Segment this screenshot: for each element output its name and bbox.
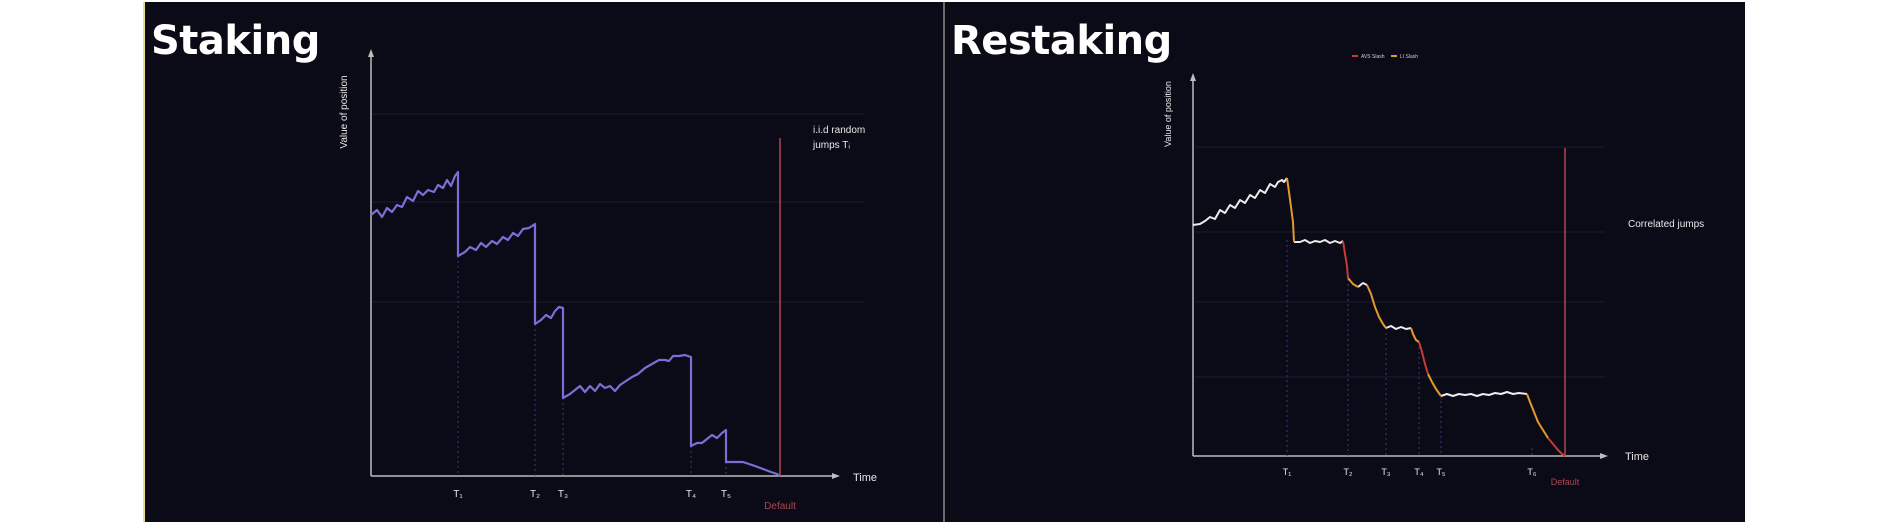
staking-annotation-line2: jumps Tᵢ (812, 140, 850, 151)
staking-tick-t4: T₄ (686, 489, 696, 500)
staking-grid (370, 113, 865, 303)
legend-avs-label: AVS Slash (1361, 54, 1385, 60)
staking-tick-t1: T₁ (453, 489, 463, 500)
staking-default-label: Default (764, 501, 796, 512)
restaking-x-axis-label: Time (1625, 451, 1649, 463)
staking-diagram: Value of position Time T₁ T₂ T₃ T₄ T₅ De… (339, 49, 877, 512)
restaking-legend: AVS Slash LI Slash (1352, 54, 1418, 60)
restaking-y-axis-label: Value of position (1163, 81, 1173, 147)
staking-x-axis-label: Time (853, 472, 877, 484)
restaking-tick-t2: T₂ (1344, 467, 1353, 477)
restaking-axes (1192, 78, 1603, 457)
restaking-tick-t4: T₄ (1414, 467, 1423, 477)
restaking-li-slash-path (1286, 177, 1549, 439)
staking-title: Staking (151, 18, 320, 64)
staking-panel: Staking Value of position Time (143, 2, 943, 522)
staking-tick-t3: T₃ (558, 489, 568, 500)
staking-jump-guides (457, 256, 727, 476)
staking-x-arrow (832, 473, 840, 479)
restaking-panel: Restaking AVS Slash LI Slash Value of po… (945, 2, 1745, 522)
restaking-x-arrow (1600, 453, 1608, 459)
restaking-title: Restaking (951, 18, 1172, 64)
staking-axes (370, 54, 835, 477)
restaking-jump-guides (1286, 240, 1533, 456)
restaking-tick-t3: T₃ (1381, 467, 1390, 477)
restaking-default-label: Default (1551, 477, 1580, 487)
restaking-value-path (1192, 177, 1528, 397)
restaking-grid (1195, 146, 1605, 378)
legend-li-label: LI Slash (1400, 54, 1418, 60)
staking-value-path (370, 170, 781, 477)
restaking-tick-t6: T₆ (1527, 467, 1536, 477)
restaking-tick-t1: T₁ (1283, 467, 1292, 477)
staking-annotation-line1: i.i.d random (813, 125, 865, 136)
restaking-y-arrow (1190, 73, 1196, 81)
staking-y-arrow (368, 49, 374, 57)
restaking-avs-slash-path (1342, 240, 1566, 457)
panel-divider (943, 2, 945, 522)
staking-tick-t2: T₂ (530, 489, 540, 500)
restaking-diagram: AVS Slash LI Slash Value of position Tim… (1163, 54, 1704, 487)
staking-y-axis-label: Value of position (339, 75, 350, 148)
restaking-tick-t5: T₅ (1436, 467, 1445, 477)
restaking-annotation: Correlated jumps (1628, 219, 1704, 230)
staking-tick-t5: T₅ (721, 489, 731, 500)
